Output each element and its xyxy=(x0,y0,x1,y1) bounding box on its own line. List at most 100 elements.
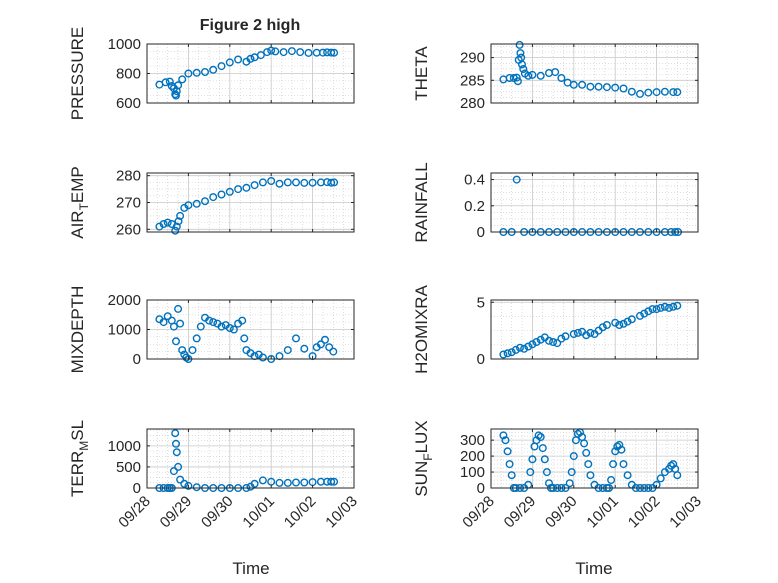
data-point xyxy=(516,343,525,352)
y-tick-label: 0 xyxy=(477,480,485,497)
data-point xyxy=(652,88,661,97)
data-point xyxy=(648,305,657,314)
data-point xyxy=(172,222,181,231)
data-point xyxy=(567,468,576,477)
x-tick-label: 09/30 xyxy=(542,493,581,532)
data-point xyxy=(225,58,234,67)
data-point xyxy=(296,48,305,57)
data-point xyxy=(532,338,541,347)
data-point xyxy=(673,471,682,480)
data-point xyxy=(569,330,578,339)
data-point xyxy=(619,319,628,328)
data-point xyxy=(609,460,618,469)
x-tick-label: 10/01 xyxy=(583,493,622,532)
data-point xyxy=(501,436,510,445)
data-point xyxy=(623,317,632,326)
data-point xyxy=(565,479,574,488)
data-point xyxy=(586,328,595,337)
data-point xyxy=(200,67,209,76)
subplot-terr-msl: 0 500 1000 09/28 09/29 09/30 10/01 10/02 10/03 TE… xyxy=(68,420,361,531)
data-point xyxy=(669,460,678,469)
y-axis-label: H2OMIXRA xyxy=(412,284,431,373)
data-point xyxy=(246,54,255,63)
data-point xyxy=(660,302,669,311)
figure-title: Figure 2 high xyxy=(200,17,300,34)
data-point xyxy=(512,73,521,82)
data-point xyxy=(536,433,545,442)
axes-box xyxy=(146,428,355,489)
x-tick-label: 09/28 xyxy=(459,493,498,532)
data-point xyxy=(178,75,187,84)
data-point xyxy=(327,477,336,486)
subplot-rainfall: 0 0.2 0.4 RAINFALL xyxy=(412,162,699,243)
y-tick-label: 280 xyxy=(116,168,141,185)
x-tick-label: 09/29 xyxy=(501,493,540,532)
data-point xyxy=(507,471,516,480)
data-point xyxy=(598,323,607,332)
x-tick-label: 10/02 xyxy=(625,493,664,532)
y-tick-label: 500 xyxy=(116,459,141,476)
data-point xyxy=(636,311,645,320)
data-point xyxy=(192,334,201,343)
data-point xyxy=(519,64,528,73)
data-point xyxy=(178,346,187,355)
data-point xyxy=(316,340,325,349)
data-point xyxy=(318,48,327,57)
data-point xyxy=(171,337,180,346)
data-point xyxy=(267,46,276,55)
data-point xyxy=(161,78,170,87)
data-point xyxy=(557,73,566,82)
data-point xyxy=(503,447,512,456)
data-point xyxy=(538,444,547,453)
data-point xyxy=(171,226,180,235)
data-point xyxy=(617,445,626,454)
data-point xyxy=(528,455,537,464)
axes-box xyxy=(490,428,699,489)
y-tick-label: 270 xyxy=(116,195,141,212)
y-tick-label: 800 xyxy=(116,66,141,83)
data-point xyxy=(176,319,185,328)
data-point xyxy=(673,88,682,97)
data-point xyxy=(551,68,560,77)
data-point xyxy=(176,211,185,220)
data-point xyxy=(536,335,545,344)
y-tick-label: 200 xyxy=(460,448,485,465)
data-point xyxy=(607,476,616,485)
data-point xyxy=(225,324,234,333)
x-axis-label-right: Time xyxy=(575,559,612,578)
y-tick-label: 260 xyxy=(116,221,141,238)
data-point xyxy=(209,65,218,74)
plot-area xyxy=(491,173,698,232)
data-point xyxy=(192,483,201,492)
data-point xyxy=(165,77,174,86)
y-tick-label: 5 xyxy=(477,294,485,311)
data-point xyxy=(534,431,543,440)
subplot-pressure: 600 800 1000 PRESSURE xyxy=(68,27,355,120)
data-point xyxy=(549,338,558,347)
data-point xyxy=(174,81,183,90)
data-point xyxy=(536,71,545,80)
y-axis-label-part: AIR xyxy=(68,210,87,238)
y-tick-label: 0 xyxy=(133,480,141,497)
data-point xyxy=(569,80,578,89)
subplot-mixdepth: 0 1000 2000 MIXDEPTH xyxy=(68,286,355,373)
data-point xyxy=(174,304,183,313)
data-points xyxy=(155,176,339,235)
data-point xyxy=(304,48,313,57)
data-point xyxy=(594,82,603,91)
data-point xyxy=(308,178,317,187)
plot-area xyxy=(491,429,698,488)
axes-box xyxy=(490,172,699,233)
data-points xyxy=(155,46,339,100)
data-points xyxy=(155,304,338,364)
data-point xyxy=(180,479,189,488)
data-point xyxy=(234,185,243,194)
subplot-h2omixra: 0 5 H2OMIXRA xyxy=(412,284,699,374)
data-point xyxy=(188,346,197,355)
data-point xyxy=(275,478,284,487)
data-point xyxy=(553,339,562,348)
data-point xyxy=(518,60,527,69)
data-point xyxy=(292,478,301,487)
data-point xyxy=(669,88,678,97)
